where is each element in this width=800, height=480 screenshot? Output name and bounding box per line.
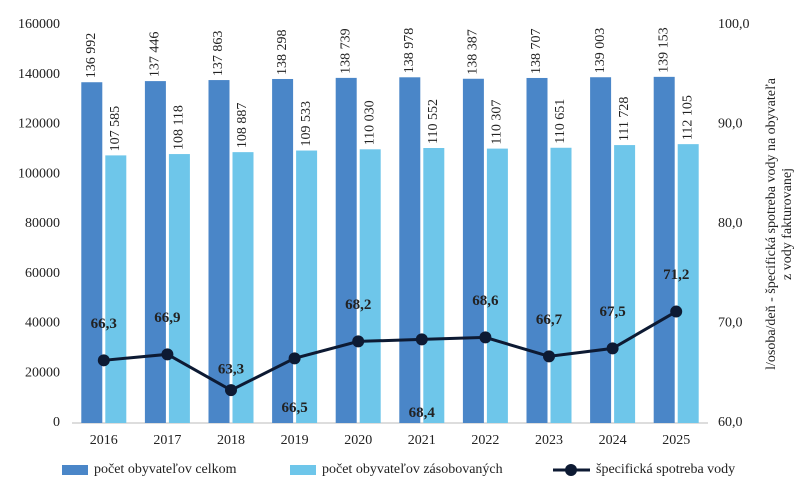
line-point <box>415 333 428 346</box>
y-tick-label: 120000 <box>18 117 60 132</box>
x-tick-label: 2022 <box>471 433 499 448</box>
y2-tick-label: 70,0 <box>718 316 743 331</box>
bar-value-label: 139 153 <box>656 27 671 73</box>
bar <box>399 77 421 423</box>
bar <box>590 77 612 423</box>
bar-value-label: 110 307 <box>490 100 505 145</box>
bar-value-label: 138 387 <box>466 29 481 75</box>
legend-swatch <box>565 464 577 476</box>
bar <box>526 77 548 423</box>
x-tick-label: 2017 <box>153 433 181 448</box>
line-value-label: 66,5 <box>281 400 307 416</box>
x-tick-label: 2021 <box>408 433 436 448</box>
line-point <box>97 354 110 367</box>
line-value-label: 68,2 <box>345 297 371 313</box>
bar-value-label: 138 298 <box>275 29 290 75</box>
line <box>103 310 677 392</box>
bar <box>272 78 294 423</box>
x-tick-label: 2024 <box>599 433 627 448</box>
y-tick-label: 80000 <box>25 216 60 231</box>
bar <box>614 145 636 423</box>
y-tick-label: 140000 <box>18 67 60 82</box>
line-point <box>352 335 365 348</box>
line-value-label: 66,7 <box>536 312 563 328</box>
bar <box>653 76 675 424</box>
legend-label: počet obyvateľov celkom <box>94 462 237 477</box>
bar-value-label: 108 887 <box>235 103 250 149</box>
line-value-label: 67,5 <box>599 304 625 320</box>
bar <box>81 82 103 424</box>
y2-axis-label: z vody fakturovanej <box>780 168 795 280</box>
line-value-label: 68,6 <box>472 293 499 309</box>
y2-tick-label: 60,0 <box>718 415 743 430</box>
bar-value-label: 139 003 <box>593 28 608 74</box>
bar <box>335 77 357 424</box>
bar <box>105 155 127 423</box>
bar <box>232 152 254 423</box>
bar <box>423 148 445 424</box>
bar-value-label: 112 105 <box>680 95 695 140</box>
bar-value-label: 108 118 <box>172 105 187 150</box>
bar-value-label: 111 728 <box>617 97 632 141</box>
line-value-label: 66,9 <box>154 310 180 326</box>
line-value-label: 66,3 <box>91 316 117 332</box>
line-point <box>606 342 619 355</box>
bar-value-label: 138 978 <box>402 28 417 74</box>
line-value-label: 63,3 <box>218 362 244 378</box>
x-tick-label: 2016 <box>90 433 118 448</box>
x-tick-label: 2019 <box>281 433 309 448</box>
y-tick-label: 100000 <box>18 166 60 181</box>
bar-value-label: 109 533 <box>299 101 314 147</box>
line-value-label: 71,2 <box>663 267 689 283</box>
bar-value-label: 110 651 <box>553 99 568 144</box>
line-point <box>543 350 555 363</box>
legend-swatch <box>62 465 88 475</box>
x-tick-label: 2020 <box>344 433 372 448</box>
bar-value-label: 110 552 <box>426 99 441 144</box>
bar-value-label: 137 863 <box>211 31 226 77</box>
y-tick-label: 40000 <box>25 316 60 331</box>
bar-value-label: 107 585 <box>108 106 123 152</box>
bar-value-label: 138 739 <box>338 28 353 74</box>
bar <box>168 154 190 424</box>
bar <box>677 144 699 424</box>
legend-label: počet obyvateľov zásobovaných <box>322 462 503 477</box>
bar-value-label: 138 707 <box>529 28 544 74</box>
line-point <box>161 348 174 361</box>
y-tick-label: 20000 <box>25 365 60 380</box>
legend-swatch <box>290 465 316 475</box>
bar <box>462 78 484 424</box>
legend-label: špecifická spotreba vody <box>596 462 735 477</box>
bar <box>208 80 230 423</box>
bar-value-label: 137 446 <box>148 32 163 78</box>
line-point <box>288 352 301 365</box>
x-tick-label: 2018 <box>217 433 245 448</box>
y2-tick-label: 100,0 <box>718 17 750 32</box>
y-tick-label: 160000 <box>18 17 60 32</box>
y-tick-label: 60000 <box>25 266 60 281</box>
line-value-label: 68,4 <box>409 405 436 421</box>
y-tick-label: 0 <box>53 415 60 430</box>
line-point <box>670 305 683 318</box>
bar-value-label: 110 030 <box>362 100 377 145</box>
x-tick-label: 2023 <box>535 433 563 448</box>
line-point <box>479 331 492 344</box>
bar <box>144 81 166 423</box>
bar <box>550 147 572 424</box>
bar-value-label: 136 992 <box>84 33 99 79</box>
y2-tick-label: 90,0 <box>718 117 743 132</box>
y2-tick-label: 80,0 <box>718 216 743 231</box>
y2-axis-label: l/osoba/deň - špecifická spotreba vody n… <box>764 77 779 370</box>
line-point <box>225 384 237 397</box>
bar <box>296 150 318 423</box>
bar <box>359 149 381 424</box>
bar <box>486 148 508 424</box>
x-tick-label: 2025 <box>662 433 690 448</box>
